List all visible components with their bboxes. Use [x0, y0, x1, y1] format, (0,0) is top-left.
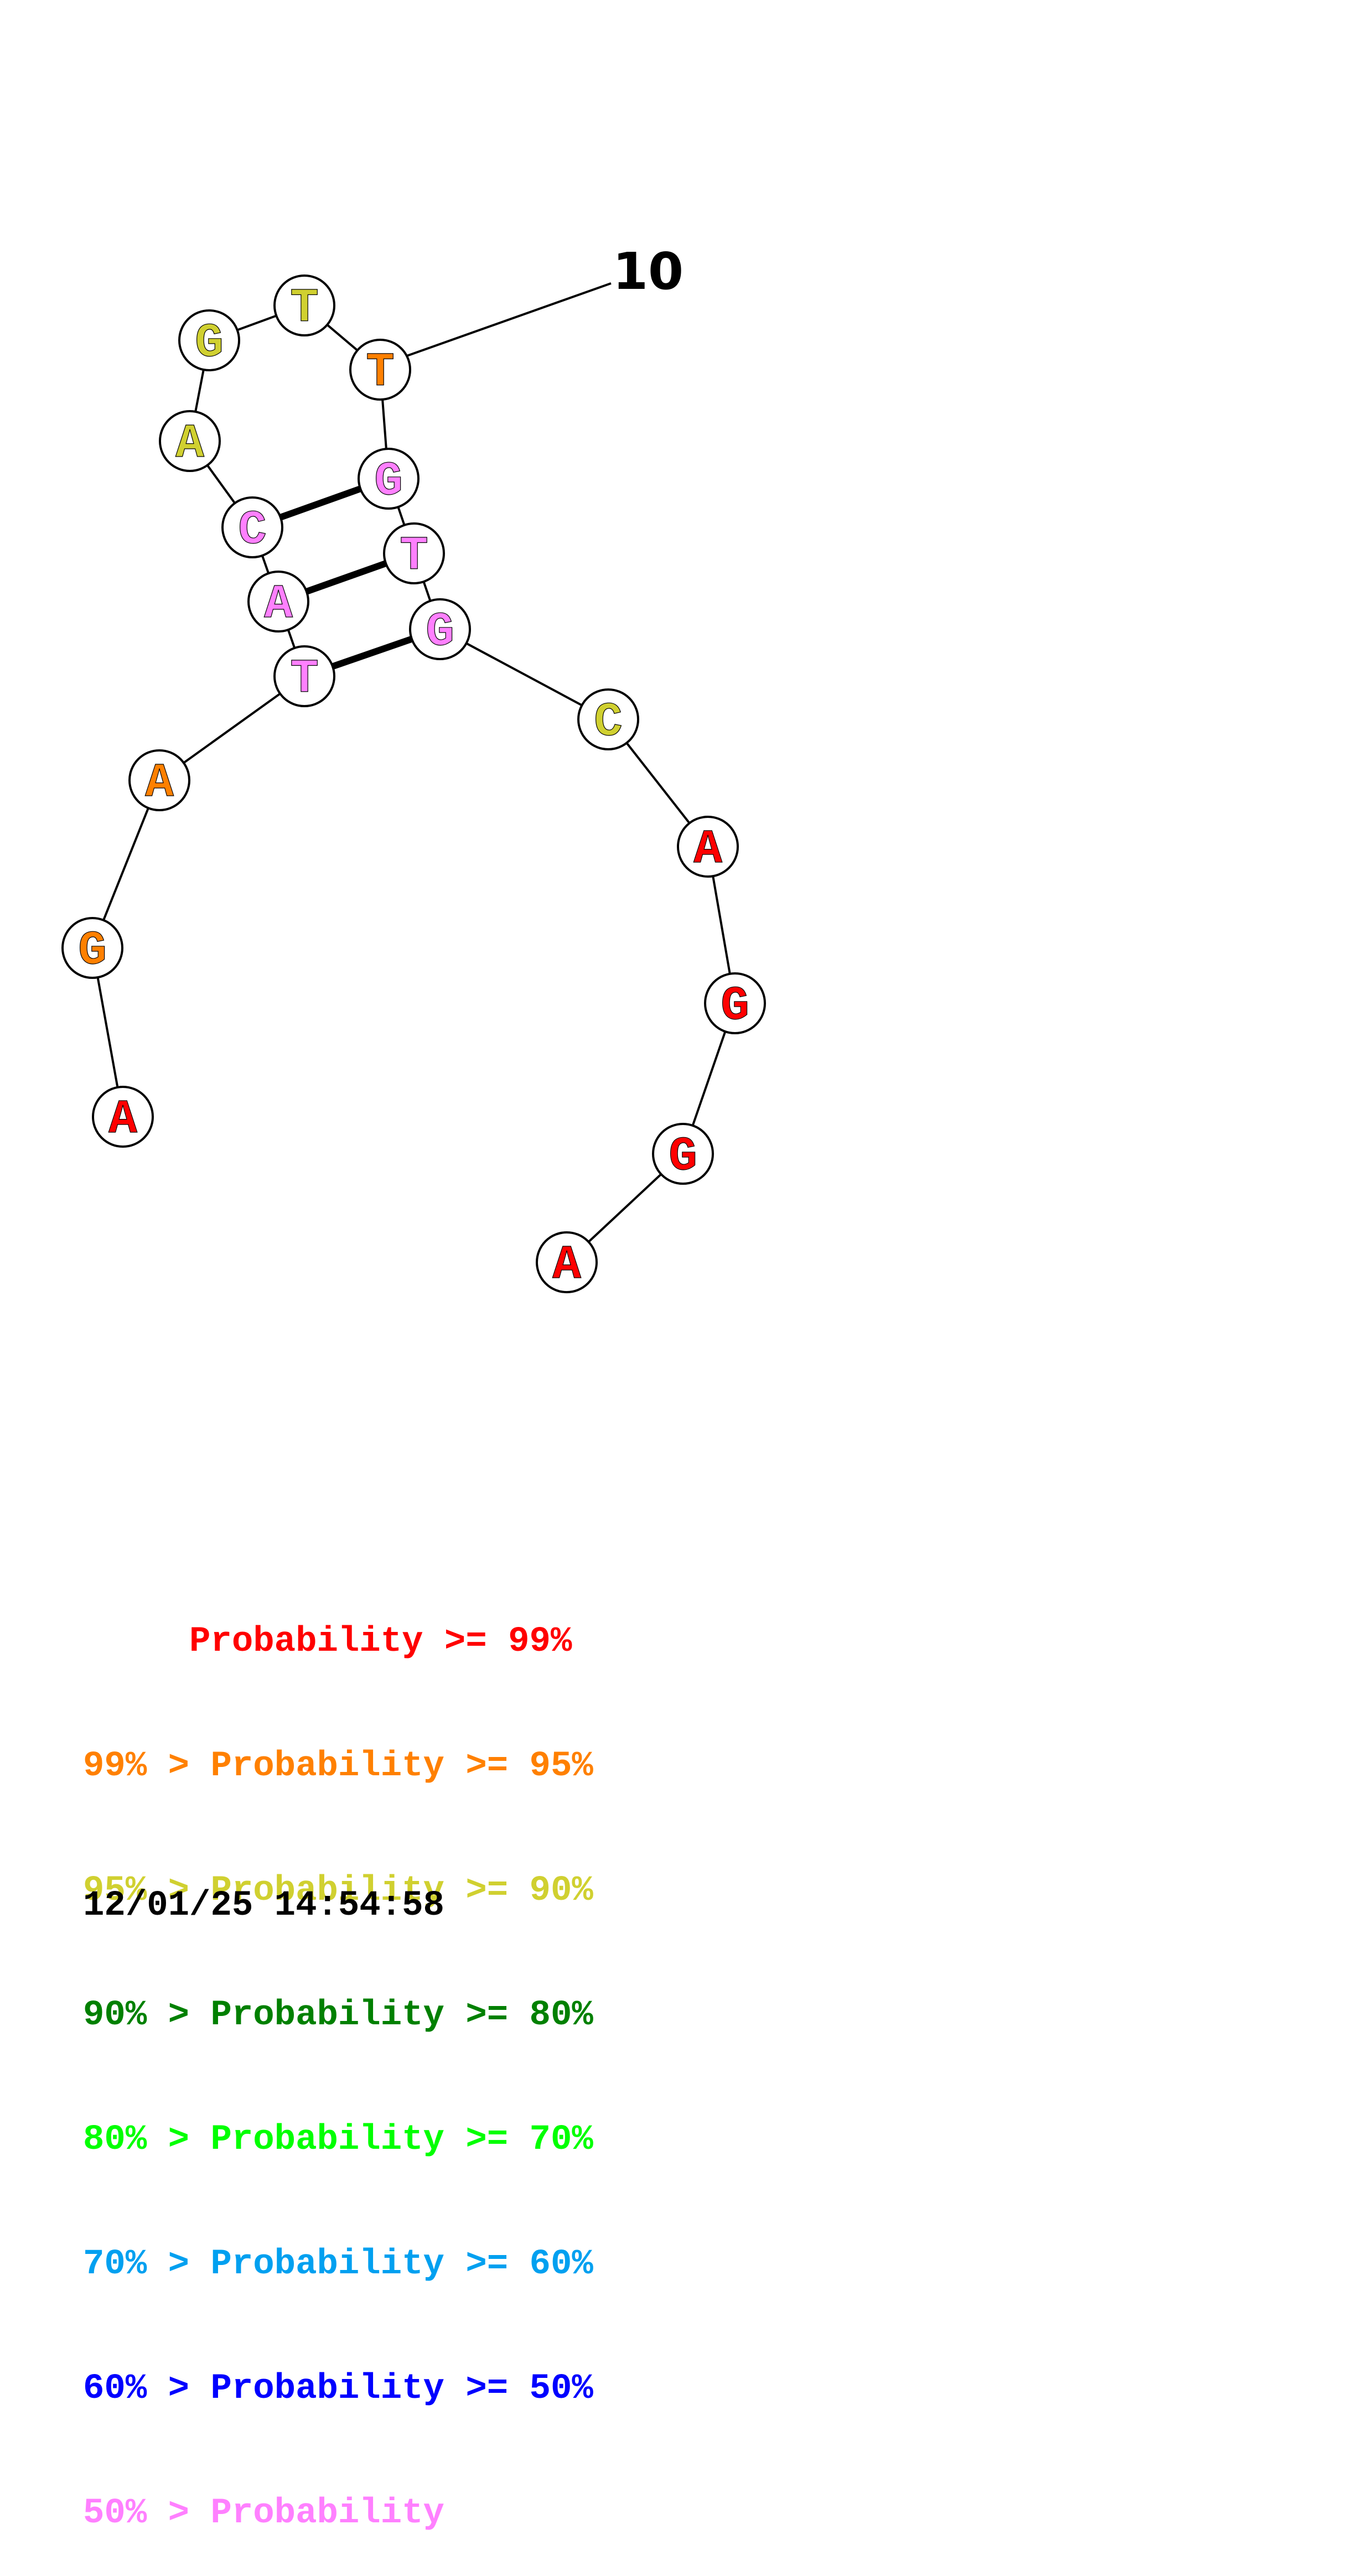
nucleotide-circle — [652, 1123, 714, 1185]
nucleotide-circle — [409, 598, 471, 660]
position-label: 10 — [613, 242, 684, 301]
nucleotide-circle — [358, 448, 420, 510]
nucleotide-base: T — [290, 281, 319, 335]
legend-line-7: 50% > Probability — [83, 2494, 444, 2533]
nucleotide-circle — [92, 1086, 154, 1148]
nucleotide-base: G — [669, 1129, 697, 1184]
nucleotide-base: G — [426, 605, 454, 659]
nucleotide-base: A — [175, 417, 204, 471]
legend-line-5: 70% > Probability >= 60% — [83, 2245, 593, 2284]
nucleotide-7: A — [159, 410, 221, 472]
nucleotide-9: T — [273, 274, 335, 336]
nucleotide-2: G — [61, 917, 123, 979]
nucleotide-base: C — [594, 695, 623, 749]
nucleotide-circle — [677, 816, 739, 878]
nucleotide-5: A — [247, 571, 309, 633]
nucleotide-8: G — [178, 309, 240, 371]
nucleotide-11: G — [358, 448, 420, 510]
nucleotide-3: A — [128, 749, 190, 811]
timestamp: 12/01/25 14:54:58 — [83, 1886, 444, 1926]
nucleotide-circle — [128, 749, 190, 811]
nucleotide-14: C — [577, 688, 639, 750]
nucleotide-base: A — [264, 577, 293, 631]
nucleotide-base: G — [195, 316, 224, 370]
nucleotide-circle — [61, 917, 123, 979]
legend-line-1: 99% > Probability >= 95% — [83, 1746, 593, 1786]
nucleotide-base: A — [108, 1092, 137, 1147]
probability-legend: Probability >= 99% 99% > Probability >= … — [83, 1538, 593, 2576]
nucleotide-circle — [577, 688, 639, 750]
nucleotide-circle — [221, 496, 283, 558]
nucleotide-4: T — [273, 645, 335, 707]
legend-line-6: 60% > Probability >= 50% — [83, 2369, 593, 2409]
nucleotide-circle — [178, 309, 240, 371]
nucleotide-circle — [349, 339, 411, 401]
nucleotide-circle — [273, 274, 335, 336]
nucleotide-circle — [536, 1231, 598, 1293]
legend-line-0: Probability >= 99% — [83, 1622, 572, 1662]
legend-line-4: 80% > Probability >= 70% — [83, 2120, 593, 2160]
nucleotide-base: A — [693, 822, 722, 877]
nucleotide-12: T — [383, 522, 445, 584]
nucleotide-18: A — [536, 1231, 598, 1293]
nucleotide-6: C — [221, 496, 283, 558]
legend-line-3: 90% > Probability >= 80% — [83, 1996, 593, 2035]
nucleotide-base: G — [78, 924, 107, 978]
nucleotide-base: T — [400, 529, 428, 583]
nucleotide-base: A — [145, 756, 174, 810]
position-label-line — [375, 282, 612, 368]
nucleotide-circle — [159, 410, 221, 472]
legend-line-2: 95% > Probability >= 90% — [83, 1871, 593, 1911]
nucleotide-base: G — [721, 979, 749, 1033]
nucleotide-base: G — [374, 454, 403, 509]
nucleotide-15: A — [677, 816, 739, 878]
nucleotide-circle — [247, 571, 309, 633]
backbone-link — [439, 628, 609, 721]
nucleotide-circle — [704, 972, 766, 1034]
position-label-group: 10 — [375, 242, 684, 368]
nucleotide-circle — [383, 522, 445, 584]
nucleotide-16: G — [704, 972, 766, 1034]
nucleotide-circle — [273, 645, 335, 707]
nucleotide-base: C — [238, 503, 267, 557]
nucleotide-13: G — [409, 598, 471, 660]
nucleotide-17: G — [652, 1123, 714, 1185]
nucleotide-base: T — [290, 652, 319, 706]
nucleotide-1: A — [92, 1086, 154, 1148]
nucleotide-10: T — [349, 339, 411, 401]
nucleotide-base: A — [552, 1238, 581, 1292]
nucleotide-base: T — [366, 345, 395, 400]
